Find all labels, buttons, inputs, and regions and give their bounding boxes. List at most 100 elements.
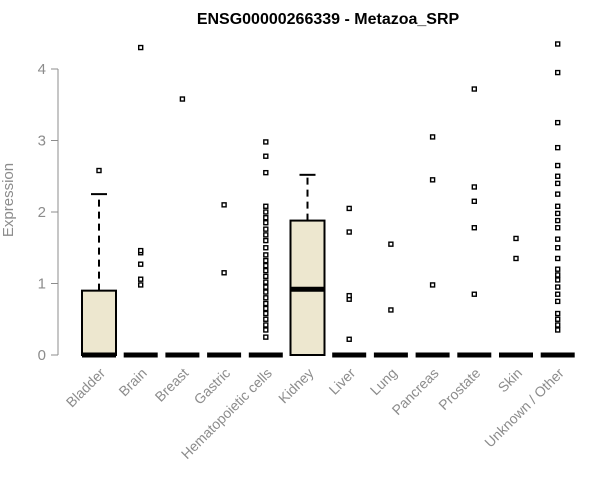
- box-prostate: [457, 86, 492, 358]
- y-axis: 0 1 2 3 4: [38, 61, 59, 364]
- x-tick-label: Liver: [326, 365, 359, 398]
- outlier-point: [471, 86, 477, 92]
- x-tick-label: Unknown / Other: [481, 365, 567, 451]
- outlier-point: [263, 245, 269, 251]
- outlier-point: [263, 305, 269, 312]
- box-breast: [165, 96, 200, 358]
- y-axis-label: Expression: [0, 163, 17, 237]
- outlier-point: [137, 282, 144, 288]
- outlier-point: [346, 229, 352, 235]
- outlier-point: [96, 167, 102, 174]
- outlier-point: [555, 310, 561, 317]
- outlier-point: [555, 316, 561, 322]
- outlier-point: [263, 257, 269, 264]
- y-tick-label: 3: [38, 133, 46, 150]
- outlier-point: [513, 255, 519, 262]
- outlier-point: [263, 295, 269, 301]
- box-pancreas: [415, 134, 450, 358]
- outlier-point: [263, 139, 269, 145]
- outlier-point: [263, 273, 269, 280]
- y-tick-label: 4: [38, 61, 46, 78]
- outlier-point: [263, 300, 269, 307]
- outlier-point: [555, 266, 561, 272]
- outlier-point: [555, 298, 561, 305]
- outlier-point: [555, 236, 561, 242]
- outlier-point: [221, 202, 227, 208]
- chart-title: ENSG00000266339 - Metazoa_SRP: [197, 11, 460, 28]
- outlier-point: [388, 307, 394, 313]
- outlier-point: [555, 191, 561, 197]
- y-tick-label: 1: [38, 276, 46, 293]
- outlier-point: [555, 322, 561, 328]
- box-liver: [332, 205, 367, 358]
- x-tick-label: Breast: [152, 365, 192, 405]
- outlier-point: [263, 289, 269, 295]
- outlier-point: [555, 162, 561, 169]
- outlier-point: [263, 334, 269, 340]
- outlier-point: [555, 217, 561, 224]
- outlier-point: [137, 261, 144, 267]
- outlier-point: [513, 235, 519, 242]
- outlier-point: [555, 119, 561, 126]
- outlier-point: [555, 327, 561, 333]
- outlier-point: [263, 203, 269, 209]
- x-tick-label: Kidney: [275, 365, 317, 407]
- outlier-point: [137, 247, 144, 254]
- outlier-point: [555, 41, 561, 47]
- outlier-point: [346, 292, 352, 299]
- plot-area: [81, 41, 575, 358]
- outlier-point: [555, 255, 561, 262]
- outlier-point: [137, 276, 144, 282]
- outlier-point: [263, 316, 269, 322]
- outlier-point: [263, 237, 269, 244]
- outlier-point: [429, 282, 436, 288]
- outlier-point: [263, 310, 269, 317]
- outlier-point: [555, 291, 561, 297]
- outlier-point: [346, 205, 352, 212]
- outlier-point: [388, 241, 394, 247]
- outlier-point: [346, 336, 352, 342]
- outlier-point: [263, 322, 269, 328]
- outlier-point: [555, 277, 561, 283]
- outlier-point: [263, 267, 269, 274]
- box-brain: [123, 44, 158, 358]
- outlier-point: [263, 252, 269, 258]
- outlier-point: [263, 262, 269, 269]
- y-tick-label: 0: [38, 347, 46, 364]
- outlier-point: [263, 226, 269, 232]
- outlier-point: [471, 184, 477, 190]
- box-skin: [499, 235, 533, 358]
- outlier-point: [471, 291, 477, 297]
- x-tick-label: Bladder: [63, 365, 109, 411]
- outlier-point: [263, 153, 269, 159]
- outlier-point: [471, 225, 477, 231]
- outlier-point: [555, 225, 561, 231]
- outlier-point: [221, 270, 227, 276]
- outlier-point: [471, 198, 477, 204]
- outlier-point: [555, 210, 561, 217]
- box-lung: [373, 241, 408, 358]
- outlier-point: [555, 173, 561, 179]
- outlier-point: [555, 284, 561, 290]
- x-tick-label: Skin: [495, 365, 526, 396]
- outlier-point: [263, 232, 269, 238]
- x-tick-label: Lung: [367, 365, 400, 398]
- outlier-point: [555, 180, 561, 187]
- outlier-point: [137, 44, 144, 51]
- outlier-point: [555, 69, 561, 76]
- outlier-point: [555, 245, 561, 251]
- outlier-point: [555, 203, 561, 209]
- outlier-point: [179, 96, 186, 102]
- outlier-point: [263, 215, 269, 221]
- outlier-point: [555, 144, 561, 151]
- outlier-point: [555, 272, 561, 278]
- outlier-point: [429, 177, 436, 183]
- box-body: [81, 289, 117, 356]
- x-tick-label: Prostate: [435, 365, 483, 413]
- box-unknown-other: [540, 41, 575, 358]
- outlier-point: [263, 327, 269, 333]
- box-kidney: [289, 173, 326, 356]
- outlier-point: [263, 209, 269, 215]
